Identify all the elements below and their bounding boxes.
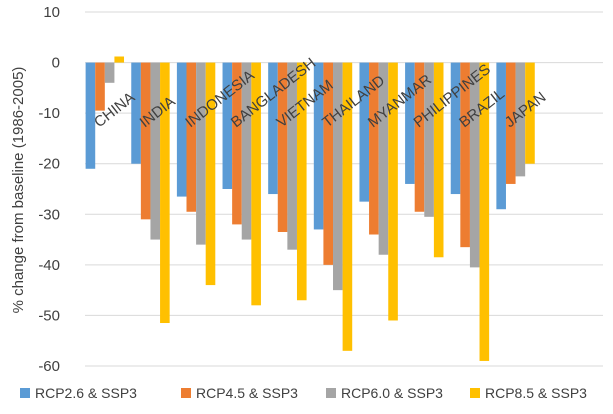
bar-brazil-series-1 (450, 62, 461, 195)
bar-indonesia-series-3 (196, 62, 206, 245)
bar-india-series-4 (160, 62, 170, 324)
bar-india-series-1 (131, 62, 141, 164)
y-tick-label: -50 (38, 307, 60, 324)
y-tick-label: 0 (52, 55, 60, 72)
bar-china-series-1 (85, 62, 96, 169)
bar-philippines-series-3 (424, 62, 434, 217)
legend-swatch (326, 388, 336, 398)
bar-bangladesh-series-4 (251, 62, 261, 306)
legend: RCP2.6 & SSP3 RCP4.5 & SSP3 RCP6.0 & SSP3 R… (20, 385, 587, 401)
bar-thailand-series-2 (323, 62, 334, 265)
bar-indonesia-series-4 (205, 62, 216, 286)
legend-label: RCP8.5 & SSP3 (485, 385, 587, 401)
bar-thailand-series-4 (342, 62, 353, 351)
y-tick-label: -20 (38, 156, 60, 173)
bar-china-series-2 (95, 62, 105, 111)
legend-swatch (181, 388, 191, 398)
bars (85, 56, 535, 361)
bar-bangladesh-series-1 (222, 62, 233, 190)
bar-brazil-series-3 (469, 62, 480, 268)
bar-japan-series-1 (496, 62, 506, 210)
bar-china-series-3 (104, 62, 115, 83)
bar-brazil-series-2 (460, 62, 470, 248)
bar-india-series-3 (150, 62, 161, 240)
legend-label: RCP6.0 & SSP3 (341, 385, 443, 401)
bar-bangladesh-series-2 (232, 62, 242, 225)
bar-indonesia-series-1 (176, 62, 187, 197)
legend-swatch (470, 388, 480, 398)
bar-thailand-series-1 (313, 62, 324, 230)
legend-swatch (20, 388, 30, 398)
bar-japan-series-2 (505, 62, 516, 184)
bar-india-series-2 (140, 62, 151, 220)
y-tick-label: 10 (43, 4, 60, 21)
bar-vietnam-series-1 (268, 62, 278, 195)
y-tick-label: -40 (38, 257, 60, 274)
bar-vietnam-series-2 (277, 62, 288, 232)
y-tick-label: -10 (38, 105, 60, 122)
legend-label: RCP2.6 & SSP3 (35, 385, 137, 401)
bar-vietnam-series-3 (287, 62, 297, 250)
y-tick-label: -60 (38, 358, 60, 375)
bar-vietnam-series-4 (296, 62, 307, 301)
bar-myanmar-series-1 (359, 62, 370, 202)
bar-myanmar-series-4 (388, 62, 398, 321)
bar-philippines-series-4 (433, 62, 444, 258)
bar-indonesia-series-2 (186, 62, 197, 212)
bar-myanmar-series-3 (378, 62, 389, 255)
bar-bangladesh-series-3 (241, 62, 252, 240)
bar-philippines-series-1 (405, 62, 415, 184)
bar-japan-series-3 (515, 62, 526, 177)
bar-thailand-series-3 (333, 62, 343, 291)
bar-japan-series-4 (525, 62, 535, 164)
bar-china-series-4 (114, 56, 125, 63)
bar-philippines-series-2 (414, 62, 425, 212)
y-tick-label: -30 (38, 206, 60, 223)
y-tick-labels: 10 0 -10 -20 -30 -40 -50 -60 (38, 4, 60, 375)
y-axis-title: % change from baseline (1986-2005) (10, 67, 27, 314)
legend-label: RCP4.5 & SSP3 (196, 385, 298, 401)
bar-brazil-series-4 (479, 62, 490, 361)
bar-myanmar-series-2 (369, 62, 379, 235)
